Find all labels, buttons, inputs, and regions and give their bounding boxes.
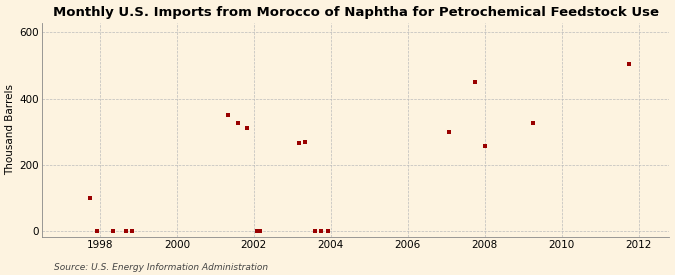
Point <box>255 229 266 233</box>
Point <box>527 121 538 126</box>
Title: Monthly U.S. Imports from Morocco of Naphtha for Petrochemical Feedstock Use: Monthly U.S. Imports from Morocco of Nap… <box>53 6 659 18</box>
Point <box>126 229 137 233</box>
Point <box>444 130 455 134</box>
Point <box>300 139 310 144</box>
Text: Source: U.S. Energy Information Administration: Source: U.S. Energy Information Administ… <box>54 263 268 272</box>
Point <box>252 229 263 233</box>
Point <box>309 229 320 233</box>
Point <box>624 62 634 66</box>
Point <box>85 196 96 200</box>
Point <box>479 144 490 149</box>
Point <box>232 121 243 126</box>
Point <box>223 113 234 117</box>
Point <box>91 229 102 233</box>
Point <box>107 229 118 233</box>
Point <box>120 229 131 233</box>
Point <box>242 126 252 131</box>
Y-axis label: Thousand Barrels: Thousand Barrels <box>5 84 16 175</box>
Point <box>470 80 481 84</box>
Point <box>316 229 327 233</box>
Point <box>322 229 333 233</box>
Point <box>294 141 304 145</box>
